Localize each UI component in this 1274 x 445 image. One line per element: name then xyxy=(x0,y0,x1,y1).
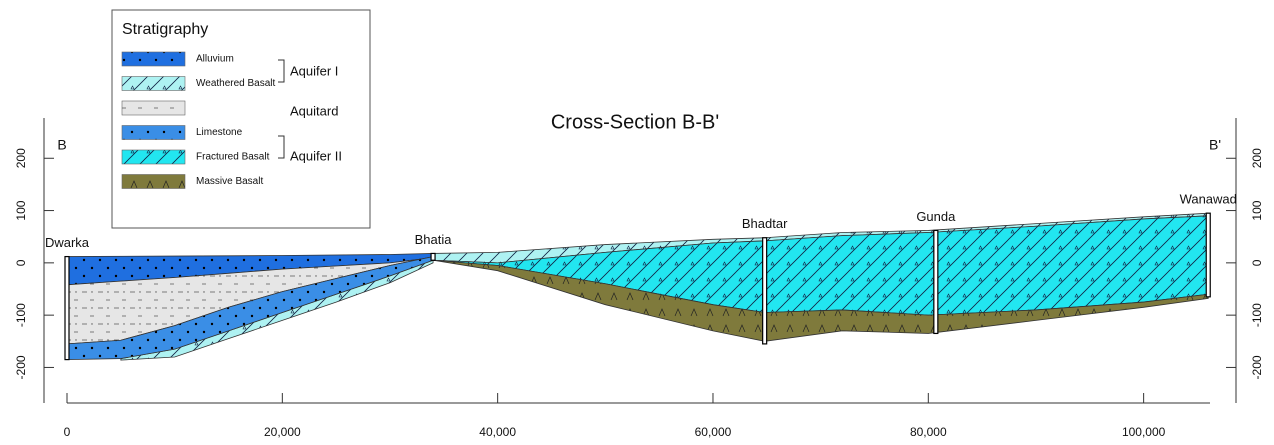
y-tick-label: 100 xyxy=(14,200,28,220)
legend-title: Stratigraphy xyxy=(122,21,208,38)
well xyxy=(934,230,938,333)
legend-swatch xyxy=(122,52,185,66)
x-tick-label: 60,000 xyxy=(695,425,732,439)
y-tick-label: -200 xyxy=(14,355,28,379)
well xyxy=(65,257,69,360)
y-tick-label: 100 xyxy=(1250,200,1264,220)
section-end: B' xyxy=(1209,137,1221,153)
chart-title: Cross-Section B-B' xyxy=(551,111,719,133)
x-tick-label: 0 xyxy=(64,425,71,439)
legend-label: Fractured Basalt xyxy=(196,152,270,163)
y-tick-label: -100 xyxy=(14,303,28,327)
legend-label: Massive Basalt xyxy=(196,176,263,187)
chart: Cross-Section B-B' B B' Dwarka Bhatia Bhad… xyxy=(0,0,1274,445)
x-tick-label: 100,000 xyxy=(1122,425,1166,439)
y-tick-label: 200 xyxy=(14,148,28,168)
well xyxy=(431,253,435,260)
legend-group: Aquifer I xyxy=(290,63,338,78)
y-tick-label: -100 xyxy=(1250,303,1264,327)
legend-label: Weathered Basalt xyxy=(196,78,276,89)
legend-label: Limestone xyxy=(196,127,243,138)
legend-swatch xyxy=(122,126,185,140)
legend-swatch xyxy=(122,101,185,115)
well-label: Bhatia xyxy=(415,232,453,247)
y-tick-label: 0 xyxy=(14,259,28,266)
well xyxy=(763,238,767,344)
well-label: Dwarka xyxy=(45,235,90,250)
well-label: Gunda xyxy=(916,209,956,224)
well-label: Wanawad xyxy=(1180,192,1237,207)
x-tick-label: 40,000 xyxy=(479,425,516,439)
legend-label: Alluvium xyxy=(196,54,234,65)
y-tick-label: 200 xyxy=(1250,148,1264,168)
well xyxy=(1206,213,1210,297)
legend-swatch xyxy=(122,175,185,189)
x-tick-label: 20,000 xyxy=(264,425,301,439)
y-tick-label: -200 xyxy=(1250,355,1264,379)
legend-box xyxy=(112,10,370,228)
layer xyxy=(433,216,1208,315)
well-label: Bhadtar xyxy=(742,216,788,231)
section-start: B xyxy=(57,137,66,153)
legend-group: Aquifer II xyxy=(290,148,342,163)
x-tick-label: 80,000 xyxy=(910,425,947,439)
legend-swatch xyxy=(122,77,185,91)
legend-swatch xyxy=(122,150,185,164)
legend: Stratigraphy Alluvium Weathered Basalt Lim… xyxy=(112,10,370,228)
legend-group: Aquitard xyxy=(290,103,338,118)
y-tick-label: 0 xyxy=(1250,259,1264,266)
